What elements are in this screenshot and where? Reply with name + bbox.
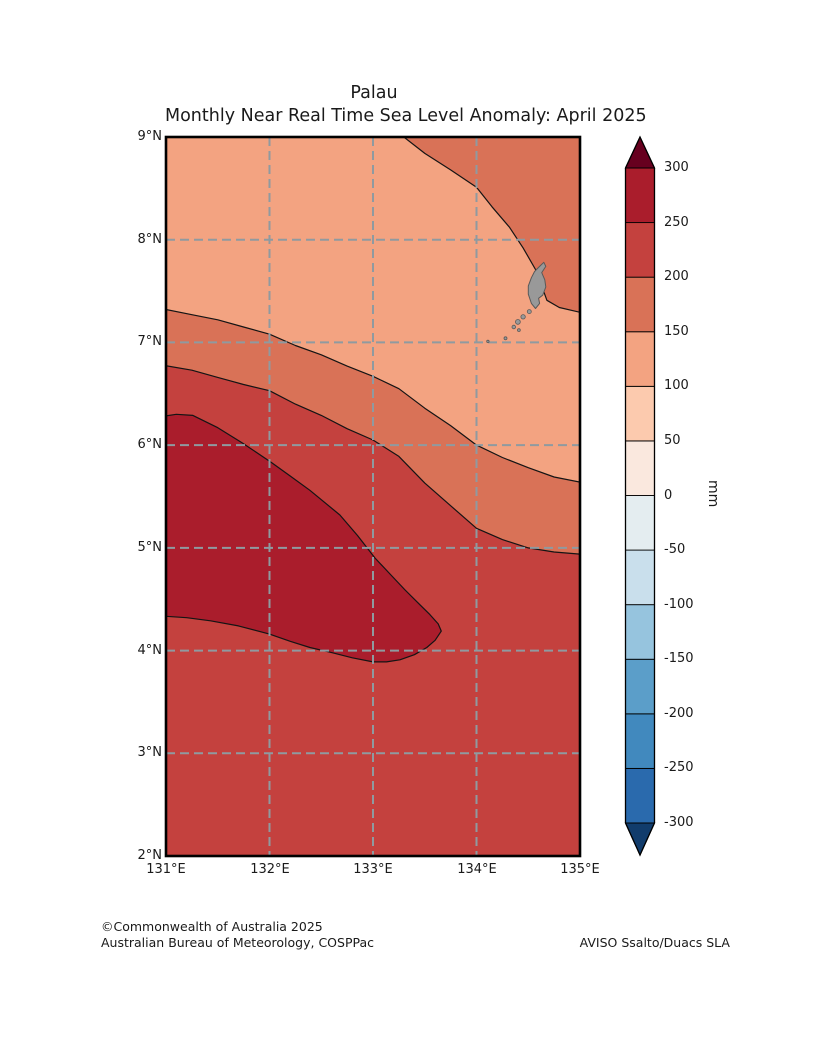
islet — [503, 336, 508, 341]
colorbar-band — [625, 276, 655, 333]
colorbar-tick-label: -200 — [664, 706, 694, 721]
x-tick-label: 135°E — [560, 862, 600, 877]
x-tick-label: 134°E — [457, 862, 497, 877]
islet — [511, 324, 516, 330]
chart-title-main: Monthly Near Real Time Sea Level Anomaly… — [165, 106, 647, 126]
data-source-text: AVISO Ssalto/Duacs SLA — [579, 935, 730, 950]
chart-title: Palau Monthly Near Real Time Sea Level A… — [165, 82, 647, 128]
map-layers — [166, 137, 580, 856]
filled-contour-band — [403, 137, 580, 313]
islet — [520, 314, 526, 320]
islet — [526, 309, 532, 315]
islet — [515, 319, 521, 325]
colorbar-tick-label: -150 — [664, 651, 694, 666]
colorbar-tick-label: -50 — [664, 542, 686, 557]
island-palau — [527, 261, 547, 309]
colorbar-tick-label: -300 — [664, 815, 694, 830]
organisation-text: Australian Bureau of Meteorology, COSPPa… — [101, 934, 374, 950]
colorbar — [624, 135, 656, 857]
colorbar-band — [625, 167, 655, 224]
contour-line — [402, 137, 580, 313]
y-tick-label: 5°N — [137, 540, 163, 555]
y-tick-label: 8°N — [137, 232, 163, 247]
colorbar-outline — [624, 135, 656, 857]
colorbar-band — [625, 658, 655, 715]
x-tick-label: 131°E — [146, 862, 186, 877]
y-tick-label: 4°N — [137, 643, 163, 658]
x-tick-label: 132°E — [250, 862, 290, 877]
footer-left: ©Commonwealth of Australia 2025 Australi… — [101, 919, 374, 950]
colorbar-tick-label: 250 — [664, 215, 689, 230]
colorbar-tick-label: -100 — [664, 597, 694, 612]
colorbar-band — [625, 713, 655, 769]
islet — [486, 339, 490, 343]
copyright-text: ©Commonwealth of Australia 2025 — [101, 919, 323, 934]
colorbar-band — [625, 549, 655, 606]
colorbar-tick-label: 0 — [664, 488, 673, 503]
colorbar-tick-label: 200 — [664, 269, 689, 284]
colorbar-tick-label: -250 — [664, 760, 694, 775]
y-tick-label: 2°N — [137, 848, 163, 863]
colorbar-band — [625, 331, 655, 387]
contour-line — [166, 413, 442, 663]
y-tick-label: 7°N — [137, 334, 163, 349]
colorbar-band — [625, 222, 655, 278]
colorbar-tick-label: 300 — [664, 160, 689, 175]
colorbar-unit-label: mm — [705, 480, 721, 508]
map-frame — [164, 135, 582, 858]
colorbar-arrow-under — [624, 822, 656, 857]
y-tick-label: 9°N — [137, 129, 163, 144]
colorbar-tick-label: 100 — [664, 378, 689, 393]
colorbar-band — [625, 440, 655, 496]
colorbar-tick-label: 150 — [664, 324, 689, 339]
chart-title-region: Palau — [350, 83, 398, 103]
colorbar-band — [625, 604, 655, 660]
contour-map — [164, 135, 582, 858]
colorbar-arrow-over — [624, 135, 656, 169]
islet — [517, 328, 521, 332]
colorbar-tick-label: 50 — [664, 433, 681, 448]
x-tick-label: 133°E — [353, 862, 393, 877]
y-tick-label: 6°N — [137, 437, 163, 452]
colorbar-band — [625, 767, 655, 824]
colorbar-band — [625, 385, 655, 442]
colorbar-band — [625, 495, 655, 551]
y-tick-label: 3°N — [137, 745, 163, 760]
